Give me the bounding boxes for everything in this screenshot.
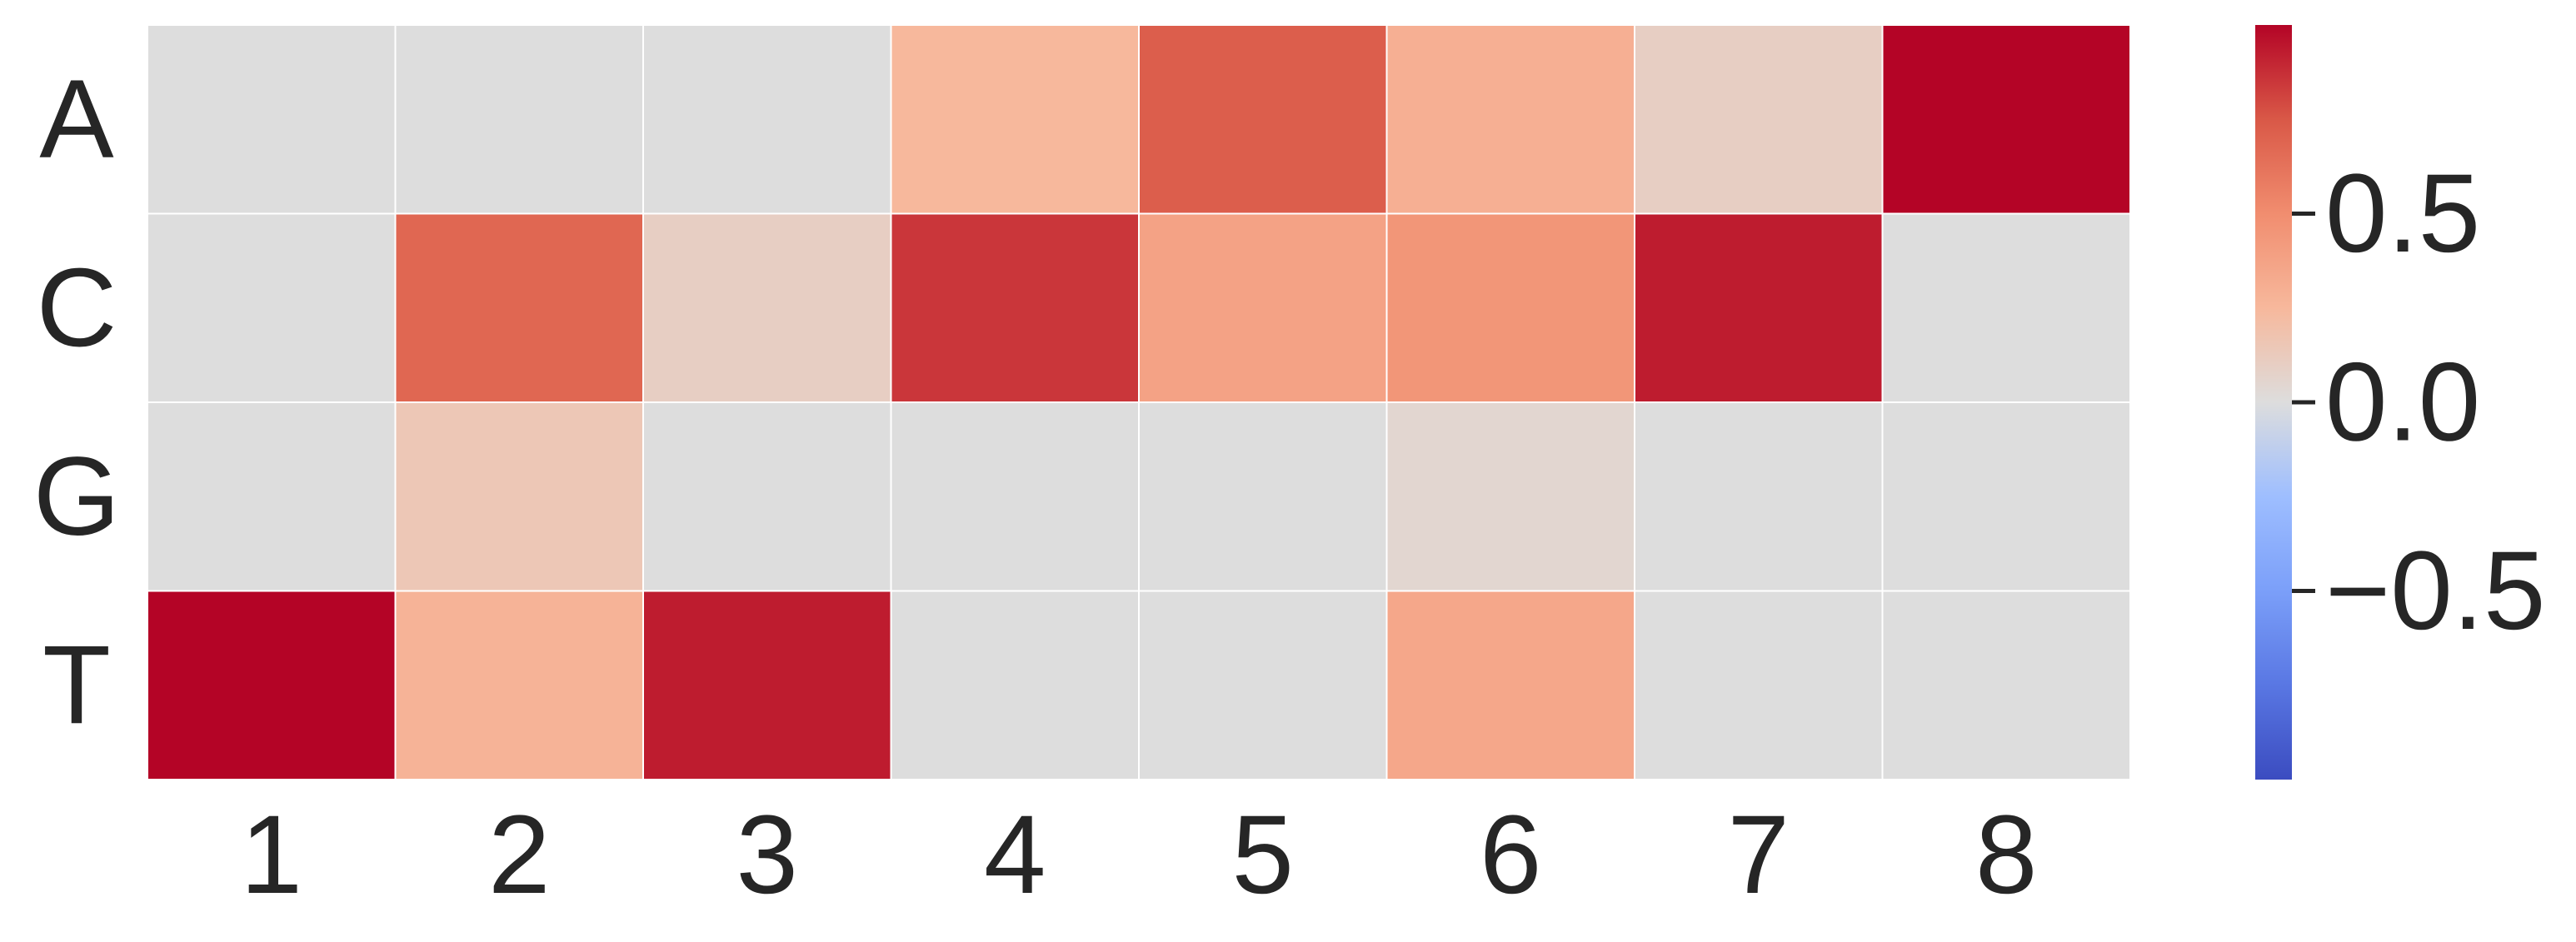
heatmap-cell-T-7 [1634,590,1884,780]
heatmap-cell-G-8 [1881,401,2131,592]
heatmap-cell-C-3 [642,212,892,403]
heatmap-cell-C-4 [890,212,1140,403]
colorbar-tick-label: 0.5 [2325,152,2480,276]
y-tick-label-C: C [37,246,117,370]
y-tick-label-G: G [33,435,120,559]
heatmap-cell-A-6 [1385,24,1635,215]
x-tick-label-1: 1 [240,793,302,917]
heatmap-cell-C-8 [1881,212,2131,403]
heatmap-cell-T-5 [1138,590,1388,780]
colorbar-gradient [2255,25,2292,780]
heatmap-cell-G-4 [890,401,1140,592]
heatmap-cell-A-7 [1634,24,1884,215]
x-tick-label-2: 2 [488,793,551,917]
heatmap-cell-A-3 [642,24,892,215]
x-tick-label-5: 5 [1231,793,1294,917]
heatmap-cell-C-5 [1138,212,1388,403]
heatmap-cell-T-6 [1385,590,1635,780]
heatmap-cell-G-1 [147,401,397,592]
colorbar: 0.5 0.0 −0.5 [2255,25,2546,780]
heatmap-cell-T-1 [147,590,397,780]
heatmap-cells [147,24,2131,780]
heatmap-cell-G-3 [642,401,892,592]
colorbar-tick-label: −0.5 [2325,529,2546,653]
x-tick-label-3: 3 [736,793,798,917]
x-tick-label-7: 7 [1727,793,1790,917]
heatmap-cell-A-5 [1138,24,1388,215]
heatmap-cell-G-2 [394,401,644,592]
heatmap-cell-G-7 [1634,401,1884,592]
heatmap-cell-A-1 [147,24,397,215]
heatmap-cell-T-4 [890,590,1140,780]
x-tick-label-4: 4 [984,793,1046,917]
heatmap-cell-T-2 [394,590,644,780]
x-axis-tick-labels: 1 2 3 4 5 6 7 8 [240,793,2037,917]
y-tick-label-T: T [42,623,111,747]
x-tick-label-8: 8 [1975,793,2038,917]
colorbar-ticks: 0.5 0.0 −0.5 [2292,152,2546,653]
heatmap-cell-T-8 [1881,590,2131,780]
colorbar-tick-label: 0.0 [2325,341,2480,465]
heatmap-cell-G-6 [1385,401,1635,592]
heatmap-cell-G-5 [1138,401,1388,592]
x-tick-label-6: 6 [1480,793,1542,917]
heatmap-cell-A-8 [1881,24,2131,215]
heatmap-cell-C-1 [147,212,397,403]
heatmap-cell-C-7 [1634,212,1884,403]
heatmap-cell-A-2 [394,24,644,215]
heatmap-cell-C-2 [394,212,644,403]
heatmap-cell-T-3 [642,590,892,780]
heatmap-cell-A-4 [890,24,1140,215]
heatmap-cell-C-6 [1385,212,1635,403]
y-tick-label-A: A [39,57,114,182]
